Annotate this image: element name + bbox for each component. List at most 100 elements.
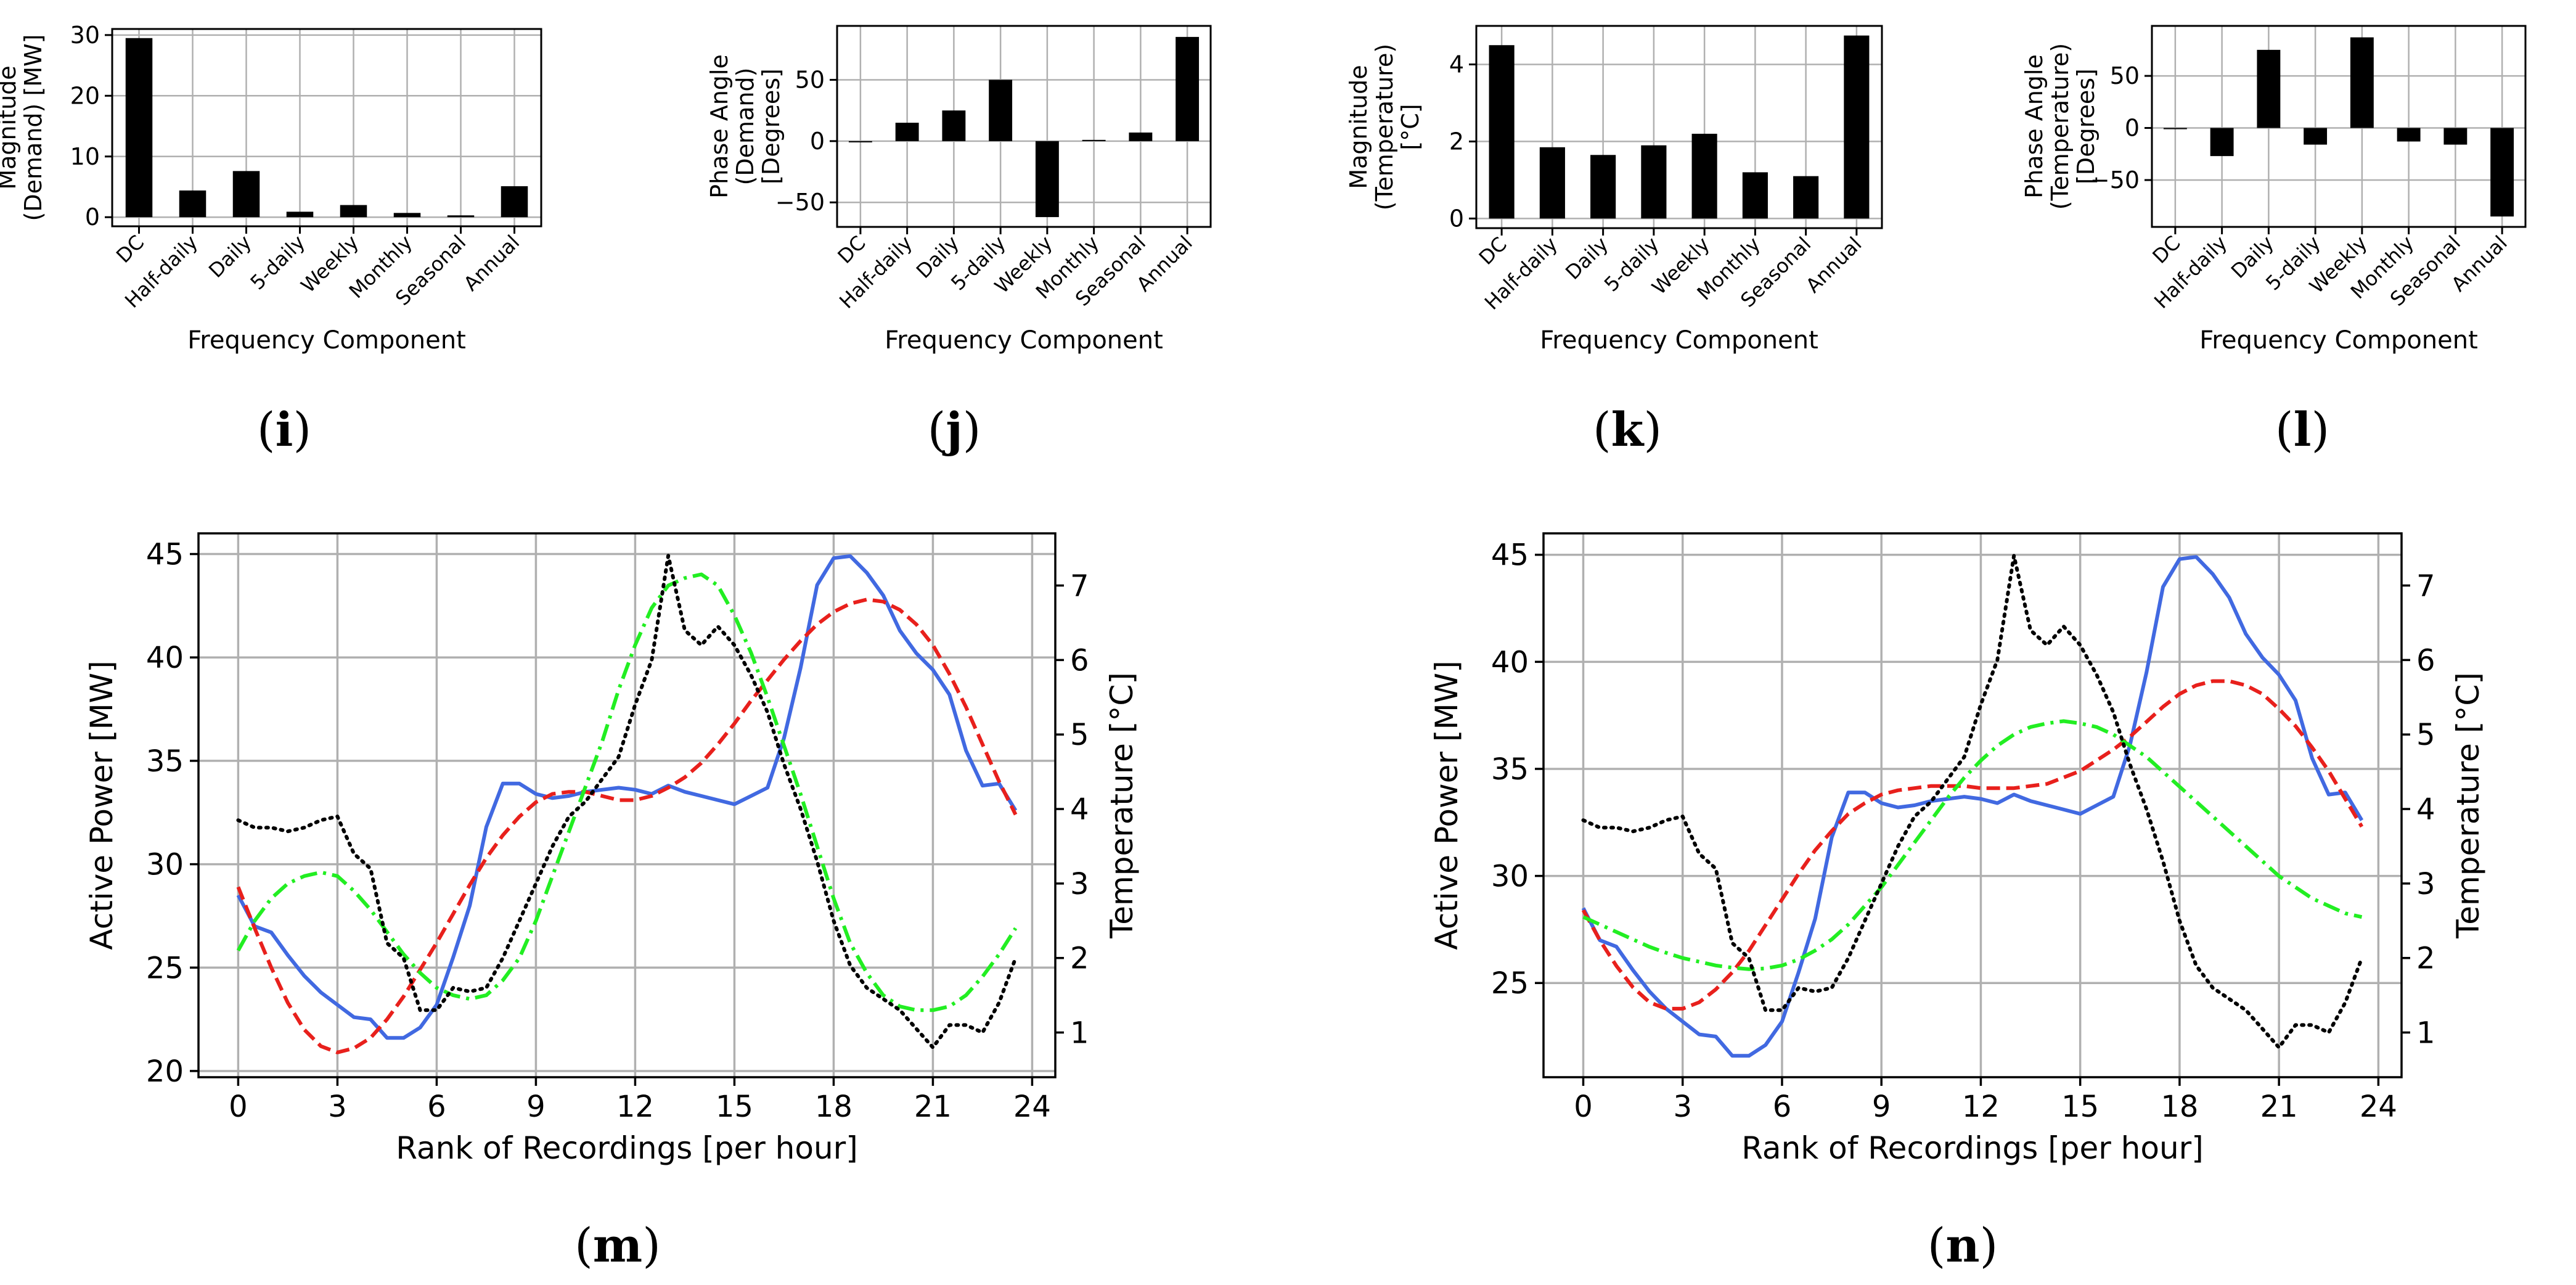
axes-frame — [111, 28, 542, 228]
panel-label-k: (k) — [1593, 402, 1662, 457]
bar-5-daily — [2304, 128, 2328, 145]
y2-tick-label: 1 — [2416, 1016, 2435, 1051]
y-axis-label: Active Power [MW] — [84, 660, 120, 950]
x-tick-label: 15 — [716, 1090, 753, 1124]
bar-Weekly — [2350, 37, 2374, 128]
bar-DC — [848, 141, 872, 142]
y-tick-label: −50 — [2090, 166, 2140, 194]
y-axis-label: (Temperature) — [2046, 43, 2074, 210]
bar-Annual — [501, 186, 528, 218]
x-tick-label: 12 — [1962, 1090, 2000, 1124]
x-tick-label: 24 — [2360, 1090, 2397, 1124]
series-daily-half-daily-reconstruction — [1581, 679, 2364, 1011]
x-tick-label: 0 — [1574, 1090, 1593, 1124]
bar-Daily — [232, 171, 260, 218]
bar-Seasonal — [1793, 176, 1819, 219]
y-axis-label: (Demand) — [732, 68, 759, 186]
y-axis-label: Active Power [MW] — [1429, 660, 1465, 950]
x-tick-label: DC — [112, 231, 149, 268]
y2-tick-label: 4 — [2416, 792, 2435, 827]
x-tick-label: Annual — [1801, 232, 1867, 298]
x-tick-label: DC — [833, 231, 870, 268]
bar-Monthly — [2397, 128, 2421, 142]
x-tick-label: 18 — [815, 1090, 853, 1124]
bar-Annual — [2490, 128, 2514, 217]
x-axis-label: Rank of Recordings [per hour] — [396, 1130, 857, 1166]
series-active-power — [1581, 555, 2364, 1058]
series-daily-half-daily-reconstruction — [236, 597, 1018, 1054]
panel-label-n: (n) — [1928, 1218, 1998, 1273]
axes-frame — [1542, 532, 2403, 1078]
series-active-power — [236, 554, 1018, 1040]
y-axis-label: (Temperature) — [1371, 44, 1398, 210]
y-tick-label: 0 — [2125, 115, 2140, 142]
x-axis-label: Frequency Component — [187, 326, 466, 355]
x-tick-label: 6 — [427, 1090, 446, 1124]
panel-label-j: (j) — [928, 402, 981, 457]
y-tick-label: 25 — [1491, 966, 1529, 1001]
y2-tick-label: 4 — [1070, 792, 1089, 827]
bar-chart-k: 024DCHalf-dailyDaily5-dailyWeeklyMonthly… — [1345, 25, 1883, 355]
bar-Daily — [1590, 155, 1616, 219]
x-axis-label: Rank of Recordings [per hour] — [1741, 1130, 2203, 1166]
panel-label-m: (m) — [574, 1218, 661, 1273]
bar-5-daily — [1641, 145, 1667, 219]
y-tick-label: 25 — [146, 951, 184, 985]
y2-tick-label: 3 — [1070, 867, 1089, 901]
bar-Monthly — [1082, 139, 1106, 141]
x-tick-label: 21 — [2260, 1090, 2298, 1124]
x-tick-label: 0 — [229, 1090, 248, 1124]
panel-label-l: (l) — [2275, 402, 2329, 457]
bar-Daily — [2257, 49, 2281, 128]
series-temperature — [236, 554, 1018, 1049]
bar-Annual — [1844, 35, 1870, 219]
x-axis-label: Frequency Component — [2199, 326, 2478, 355]
y2-axis-label: Temperature [°C] — [1104, 672, 1140, 939]
bar-DC — [125, 38, 153, 218]
y-tick-label: −50 — [775, 189, 825, 216]
bar-Weekly — [1691, 133, 1717, 219]
x-tick-label: 18 — [2161, 1090, 2198, 1124]
bar-Monthly — [393, 213, 421, 218]
y-tick-label: 45 — [1491, 538, 1529, 573]
y2-tick-label: 2 — [2416, 942, 2435, 976]
y-tick-label: 0 — [810, 128, 825, 155]
y-tick-label: 4 — [1449, 51, 1464, 78]
y-axis-label: Magnitude — [1345, 65, 1372, 189]
axes-frame — [1475, 25, 1883, 229]
bar-chart-l: −50050DCHalf-dailyDaily5-dailyWeeklyMont… — [2021, 25, 2527, 355]
bar-Monthly — [1742, 172, 1768, 219]
bar-chart-j: −50050DCHalf-dailyDaily5-dailyWeeklyMont… — [706, 25, 1212, 355]
y2-axis-label: Temperature [°C] — [2450, 672, 2486, 939]
y-tick-label: 50 — [2110, 62, 2140, 89]
y-tick-label: 45 — [146, 538, 184, 572]
series-temperature-reconstruction — [1582, 719, 2363, 971]
axes-frame — [2151, 25, 2527, 228]
axes-frame — [836, 25, 1212, 228]
y-tick-label: 40 — [146, 641, 184, 675]
y-axis-label: Phase Angle — [2021, 54, 2048, 199]
y-axis-label: Phase Angle — [706, 54, 733, 199]
y-tick-label: 40 — [1491, 645, 1529, 679]
y2-tick-label: 3 — [2416, 867, 2435, 901]
y-axis-label: (Demand) [MW] — [20, 35, 47, 221]
bar-Half-daily — [1539, 147, 1565, 219]
series-temperature — [1581, 554, 2364, 1049]
series-temperature-reconstruction — [236, 572, 1018, 1012]
y-axis-label: Magnitude — [0, 65, 21, 189]
bar-5-daily — [286, 211, 314, 218]
bar-Seasonal — [447, 215, 475, 218]
bar-Half-daily — [179, 190, 206, 218]
bar-DC — [1489, 45, 1515, 219]
y-tick-label: 10 — [70, 143, 100, 170]
y2-tick-label: 7 — [1070, 569, 1089, 604]
bar-Seasonal — [1129, 132, 1153, 141]
y-tick-label: 35 — [1491, 752, 1529, 787]
bar-Weekly — [340, 205, 367, 218]
y2-tick-label: 5 — [1070, 718, 1089, 752]
x-axis-label: Frequency Component — [1540, 326, 1818, 355]
y-tick-label: 0 — [85, 203, 100, 231]
